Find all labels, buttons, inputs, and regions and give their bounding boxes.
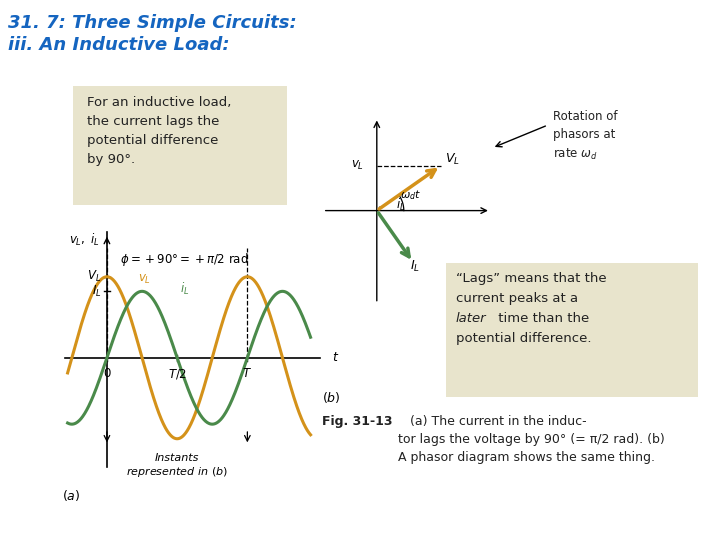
Text: Instants
represented in $(b)$: Instants represented in $(b)$ [126, 454, 228, 480]
Text: $t$: $t$ [332, 351, 339, 364]
Text: Rotation of
phasors at
rate $\omega_d$: Rotation of phasors at rate $\omega_d$ [553, 110, 618, 161]
Text: $\phi= +90° = +\pi/2$ rad: $\phi= +90° = +\pi/2$ rad [120, 251, 248, 268]
Text: iii. An Inductive Load:: iii. An Inductive Load: [8, 36, 230, 54]
Text: 31. 7: Three Simple Circuits:: 31. 7: Three Simple Circuits: [8, 14, 297, 32]
Text: current peaks at a: current peaks at a [456, 292, 578, 305]
Text: Fig. 31-13: Fig. 31-13 [322, 415, 392, 428]
Text: $i_L$: $i_L$ [180, 281, 189, 297]
Text: potential difference.: potential difference. [456, 332, 592, 345]
Text: $V_L$: $V_L$ [87, 269, 102, 284]
Text: For an inductive load,
the current lags the
potential difference
by 90°.: For an inductive load, the current lags … [87, 96, 231, 166]
FancyBboxPatch shape [73, 86, 287, 205]
Text: $T$: $T$ [243, 367, 252, 381]
Text: $v_L$: $v_L$ [351, 159, 364, 172]
Text: $v_L,\ i_L$: $v_L,\ i_L$ [69, 232, 100, 248]
Text: $V_L$: $V_L$ [446, 152, 460, 167]
Text: $i_L$: $i_L$ [397, 197, 406, 213]
Text: $I_L$: $I_L$ [410, 259, 420, 273]
Text: later: later [456, 312, 487, 325]
Text: $(b)$: $(b)$ [322, 390, 341, 405]
Text: $\omega_d t$: $\omega_d t$ [400, 188, 421, 202]
Text: time than the: time than the [494, 312, 589, 325]
Text: $(a)$: $(a)$ [62, 488, 81, 503]
Text: 0: 0 [103, 367, 111, 381]
Text: $I_L$: $I_L$ [91, 284, 102, 299]
Text: “Lags” means that the: “Lags” means that the [456, 272, 607, 285]
Text: (a) The current in the induc-
tor lags the voltage by 90° (= π/2 rad). (b)
A pha: (a) The current in the induc- tor lags t… [398, 415, 665, 464]
Text: $T/2$: $T/2$ [168, 367, 186, 381]
FancyBboxPatch shape [446, 263, 698, 397]
Text: $v_L$: $v_L$ [138, 273, 151, 286]
